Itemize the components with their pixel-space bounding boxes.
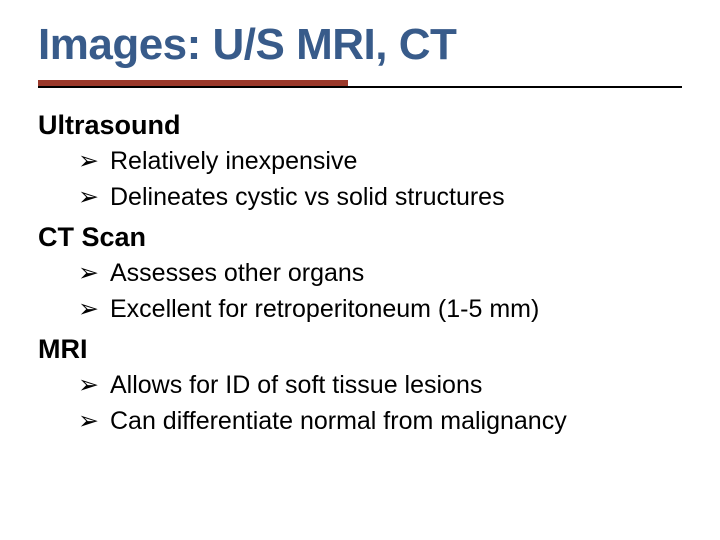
title-rule [38,80,682,90]
list-item-text: Can differentiate normal from malignancy [110,407,567,435]
slide-title: Images: U/S MRI, CT [38,20,682,78]
list-item: ➢ Allows for ID of soft tissue lesions [38,368,682,402]
title-rule-base [38,86,682,88]
bullet-arrow-icon: ➢ [78,256,99,290]
section-heading: MRI [38,332,682,366]
section-heading: CT Scan [38,220,682,254]
list-item: ➢ Can differentiate normal from malignanc… [38,404,682,438]
bullet-list: ➢ Assesses other organs ➢ Excellent for ret… [38,256,682,326]
list-item-text: Relatively inexpensive [110,147,357,175]
list-item-text: Excellent for retroperitoneum (1-5 mm) [110,295,539,323]
list-item-text: Allows for ID of soft tissue lesions [110,371,482,399]
bullet-arrow-icon: ➢ [78,404,99,438]
bullet-list: ➢ Allows for ID of soft tissue lesions ➢ Ca… [38,368,682,438]
slide: Images: U/S MRI, CT Ultrasound➢Relativel… [0,0,720,540]
list-item-text: Assesses other organs [110,259,364,287]
section-heading: Ultrasound [38,108,682,142]
bullet-arrow-icon: ➢ [78,144,99,178]
list-item-text: Delineates cystic vs solid structures [110,183,505,211]
list-item: ➢ Relatively inexpensive [38,144,682,178]
slide-body: Ultrasound➢Relatively inexpensive➢Deline… [38,108,682,438]
bullet-list: ➢ Relatively inexpensive ➢ Delineates cysti… [38,144,682,214]
bullet-arrow-icon: ➢ [78,292,99,326]
bullet-arrow-icon: ➢ [78,180,99,214]
list-item: ➢ Assesses other organs [38,256,682,290]
list-item: ➢ Excellent for retroperitoneum (1-5 mm) [38,292,682,326]
list-item: ➢ Delineates cystic vs solid structures [38,180,682,214]
bullet-arrow-icon: ➢ [78,368,99,402]
